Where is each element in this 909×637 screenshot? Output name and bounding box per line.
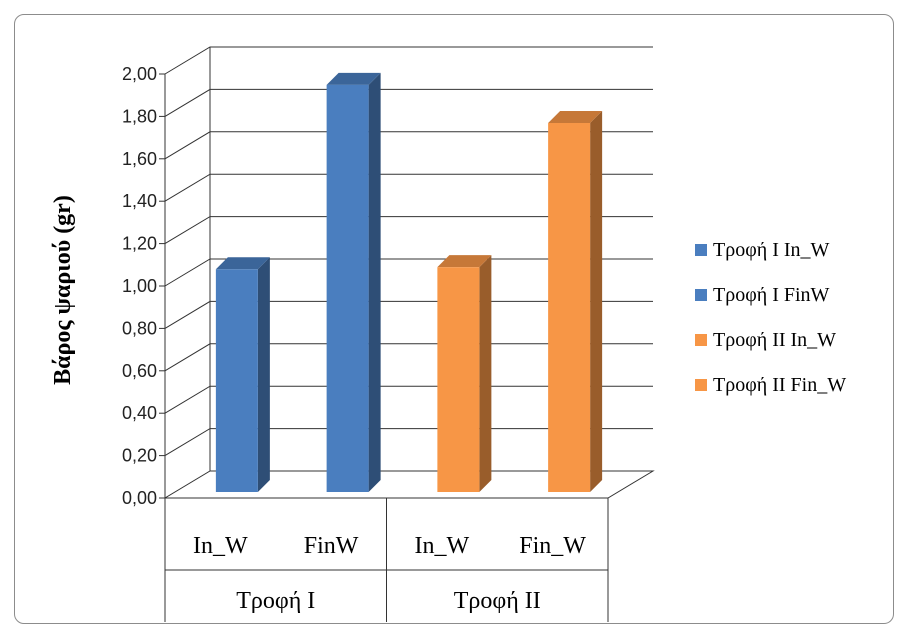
y-axis-ticks: 0,00 0,20 0,40 0,60 0,80 1,00 1,20 1,40 1,60 1,80… <box>122 64 165 508</box>
bar-front <box>437 267 480 492</box>
bar-side <box>368 72 381 492</box>
bar <box>215 257 270 492</box>
legend-swatch <box>695 334 707 346</box>
legend: Τροφή Ι In_W Τροφή Ι FinW Τροφή ΙΙ In_W Τρο… <box>695 239 846 396</box>
bars <box>215 72 603 492</box>
bar-side <box>479 255 492 492</box>
gridline <box>164 343 653 372</box>
x-group-label: Τροφή Ι <box>236 588 315 614</box>
legend-item: Τροφή ΙΙ Fin_W <box>695 374 846 396</box>
gridline <box>164 216 653 245</box>
y-tick-label: 0,00 <box>122 488 157 508</box>
legend-label: Τροφή Ι In_W <box>713 239 830 261</box>
bar-top <box>437 255 492 268</box>
gridline <box>164 46 653 75</box>
legend-item: Τροφή Ι FinW <box>695 284 830 306</box>
y-tick-label: 0,40 <box>122 403 157 423</box>
legend-swatch <box>695 379 707 391</box>
chart-floor <box>163 470 655 499</box>
y-tick-label: 1,00 <box>122 276 157 296</box>
legend-label: Τροφή ΙΙ Fin_W <box>713 374 846 396</box>
y-tick-label: 1,20 <box>122 234 157 254</box>
bar-front <box>326 84 369 492</box>
bar-side <box>590 111 603 492</box>
bar-side <box>257 257 270 492</box>
legend-label: Τροφή ΙΙ In_W <box>713 329 836 351</box>
legend-item: Τροφή Ι In_W <box>695 239 830 261</box>
bar-top <box>326 72 381 85</box>
y-tick-label: 0,80 <box>122 318 157 338</box>
bar-top <box>548 111 603 123</box>
gridlines <box>164 46 653 457</box>
x-category-label: In_W <box>193 533 248 559</box>
y-tick-label: 0,60 <box>122 361 157 381</box>
legend-swatch <box>695 244 707 256</box>
x-category-label: FinW <box>304 533 359 559</box>
y-axis-label: Βάρος ψαριού (gr) <box>50 195 76 385</box>
y-tick-label: 2,00 <box>122 64 157 84</box>
gridline <box>164 88 653 117</box>
gridline <box>164 258 653 287</box>
x-group-label: Τροφή ΙΙ <box>454 588 541 614</box>
bar <box>326 72 381 492</box>
gridline <box>164 173 653 202</box>
y-tick-label: 1,40 <box>122 191 157 211</box>
y-tick-label: 0,20 <box>122 446 157 466</box>
legend-label: Τροφή Ι FinW <box>713 284 830 306</box>
x-category-label: In_W <box>415 533 470 559</box>
y-tick-label: 1,60 <box>122 149 157 169</box>
gridline <box>164 300 653 329</box>
gridline <box>164 131 653 160</box>
bar-front <box>215 269 258 492</box>
y-tick-label: 1,80 <box>122 106 157 126</box>
x-axis: In_W FinW In_W Fin_W Τροφή Ι Τροφή ΙΙ <box>164 498 609 622</box>
bar <box>548 111 603 492</box>
legend-swatch <box>695 289 707 301</box>
bar-front <box>548 123 591 492</box>
gridline <box>164 385 653 414</box>
bar-top <box>215 257 270 270</box>
gridline <box>164 428 653 457</box>
legend-item: Τροφή ΙΙ In_W <box>695 329 836 351</box>
x-category-label: Fin_W <box>519 533 586 559</box>
bar <box>437 255 492 492</box>
